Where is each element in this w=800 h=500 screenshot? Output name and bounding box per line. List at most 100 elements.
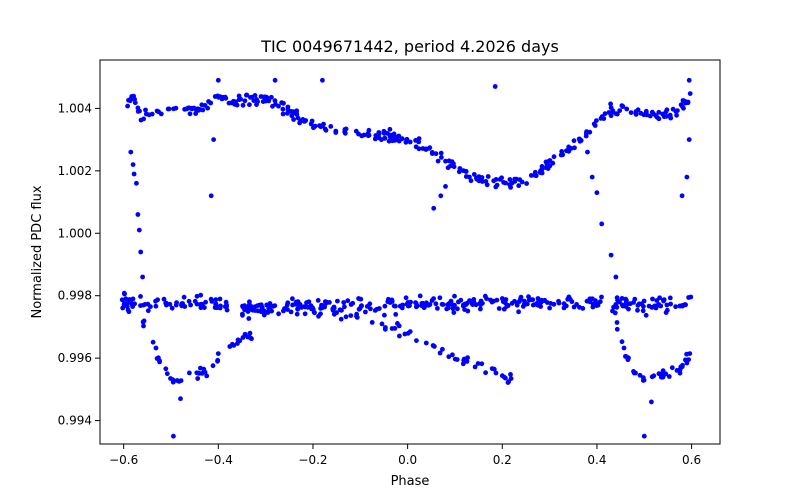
data-point	[478, 306, 483, 312]
data-point	[317, 123, 322, 128]
y-axis: 0.994 0.996 0.998 1.000 1.002 1.004	[58, 101, 100, 428]
data-point	[539, 170, 545, 176]
data-point	[614, 295, 620, 301]
data-point	[323, 127, 329, 133]
data-point	[474, 176, 480, 182]
data-point	[514, 302, 520, 308]
x-tick-label: −0.6	[109, 453, 138, 467]
data-point	[153, 345, 159, 351]
y-axis-label: Normalized PDC flux	[30, 185, 45, 318]
data-point	[528, 173, 534, 178]
data-point	[455, 306, 460, 312]
data-point	[571, 304, 577, 310]
data-point	[624, 354, 629, 359]
data-point	[288, 309, 294, 315]
data-point	[677, 370, 683, 376]
data-point	[561, 305, 567, 311]
data-point	[635, 307, 640, 313]
data-point	[269, 94, 274, 100]
data-point	[157, 359, 163, 365]
data-point	[435, 158, 441, 164]
data-point	[505, 303, 511, 308]
data-point	[583, 130, 589, 136]
data-point	[677, 366, 683, 372]
data-point	[465, 308, 471, 314]
data-point	[335, 298, 340, 304]
data-point	[124, 302, 129, 307]
data-point	[365, 133, 371, 139]
data-point	[254, 102, 259, 107]
data-point	[649, 305, 655, 310]
data-point	[647, 113, 653, 119]
data-point	[516, 309, 521, 315]
data-point	[413, 300, 418, 305]
data-point	[461, 357, 467, 363]
data-point	[123, 296, 129, 302]
data-point	[236, 93, 242, 99]
data-point	[532, 172, 538, 178]
data-point	[343, 314, 349, 320]
data-point	[426, 146, 432, 151]
data-point	[524, 181, 529, 186]
data-point	[143, 107, 148, 113]
data-point	[399, 136, 405, 142]
data-point	[560, 152, 566, 158]
data-point	[643, 110, 649, 116]
data-point	[640, 308, 646, 314]
data-point	[198, 302, 204, 308]
data-point	[235, 341, 240, 346]
data-point	[639, 301, 644, 307]
data-point	[330, 307, 336, 313]
data-point	[667, 112, 673, 118]
data-point	[186, 298, 192, 304]
data-point	[232, 101, 238, 107]
data-point	[437, 295, 443, 301]
data-point	[452, 356, 458, 362]
data-point	[539, 166, 545, 172]
data-point	[211, 137, 217, 143]
data-point	[376, 131, 382, 137]
data-point	[261, 312, 267, 318]
data-point	[663, 371, 669, 377]
data-point	[663, 310, 669, 315]
data-point	[471, 297, 477, 302]
data-point	[617, 299, 622, 305]
data-point	[509, 180, 515, 186]
data-point	[649, 399, 654, 405]
data-point	[493, 370, 499, 376]
data-point	[359, 303, 364, 309]
data-point	[686, 77, 692, 83]
data-point	[457, 166, 463, 171]
data-point	[319, 304, 325, 310]
data-point	[281, 100, 286, 106]
data-point	[684, 174, 690, 180]
data-point	[397, 333, 402, 339]
data-point	[134, 180, 139, 186]
data-point	[181, 294, 187, 300]
data-point	[140, 274, 146, 280]
data-point	[493, 177, 499, 182]
data-point	[491, 366, 497, 372]
data-point	[323, 301, 329, 306]
data-point	[348, 313, 354, 318]
data-point	[153, 303, 159, 309]
data-point	[577, 304, 582, 310]
data-point	[192, 298, 198, 304]
data-point	[686, 137, 692, 143]
data-point	[138, 249, 144, 255]
data-point	[226, 100, 232, 106]
y-tick-label: 0.994	[58, 414, 92, 428]
data-point	[679, 193, 685, 199]
data-point	[210, 363, 216, 369]
x-tick-label: 0.0	[398, 453, 417, 467]
data-point	[290, 296, 295, 302]
data-point	[479, 361, 485, 367]
data-point	[613, 111, 619, 117]
data-point	[463, 174, 469, 179]
data-point	[242, 98, 248, 104]
data-point	[247, 330, 253, 336]
data-point	[430, 343, 436, 348]
data-point	[334, 310, 339, 316]
data-point	[141, 323, 146, 329]
